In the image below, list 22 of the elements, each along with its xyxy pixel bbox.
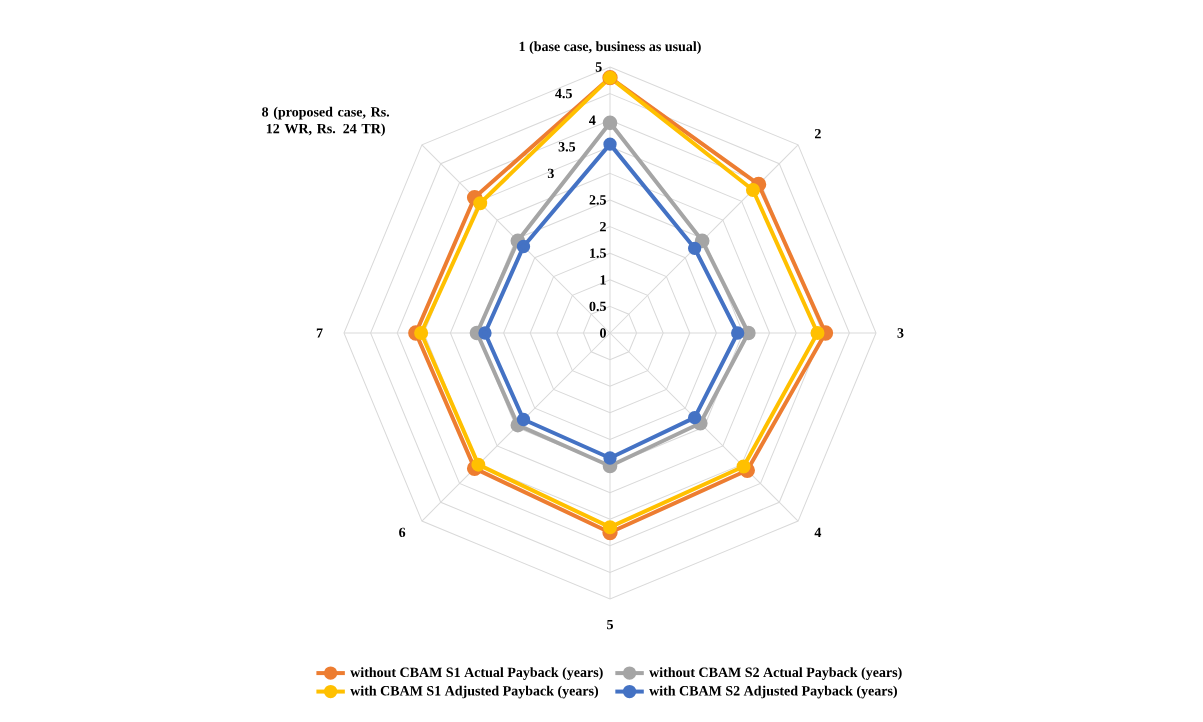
spoke-label: 6	[399, 527, 406, 538]
y-tick-label: 2.5	[589, 195, 606, 205]
y-tick-label: 4	[589, 115, 596, 125]
y-tick-label: 2	[600, 221, 606, 232]
spoke-label: 1 (base case, business as usual)	[519, 41, 701, 55]
legend-label: without CBAM S1 Actual Payback (years)	[350, 667, 603, 680]
spoke-label: 7	[316, 328, 323, 338]
y-tick-label: 0.5	[589, 301, 606, 312]
y-tick-label: 1.5	[590, 248, 606, 258]
legend-label: without CBAM S2 Actual Payback (years)	[649, 667, 902, 680]
spoke-label: 8 (proposed case, Rs. 12 WR, Rs. 24 TR)	[262, 106, 390, 137]
y-tick-label: 3.5	[558, 142, 576, 152]
y-tick-label: 1	[600, 275, 606, 285]
spoke-label: 5	[607, 619, 613, 630]
legend-label: with CBAM S2 Adjusted Payback (years)	[649, 685, 897, 699]
y-tick-label: 4.5	[555, 88, 572, 99]
y-tick-label: 0	[600, 328, 606, 338]
legend-label: with CBAM S1 Adjusted Payback (years)	[350, 685, 599, 699]
y-tick-label: 5	[595, 62, 602, 72]
spoke-label: 4	[814, 527, 822, 537]
spoke-label: 2	[814, 128, 821, 139]
spoke-label: 3	[897, 328, 904, 338]
